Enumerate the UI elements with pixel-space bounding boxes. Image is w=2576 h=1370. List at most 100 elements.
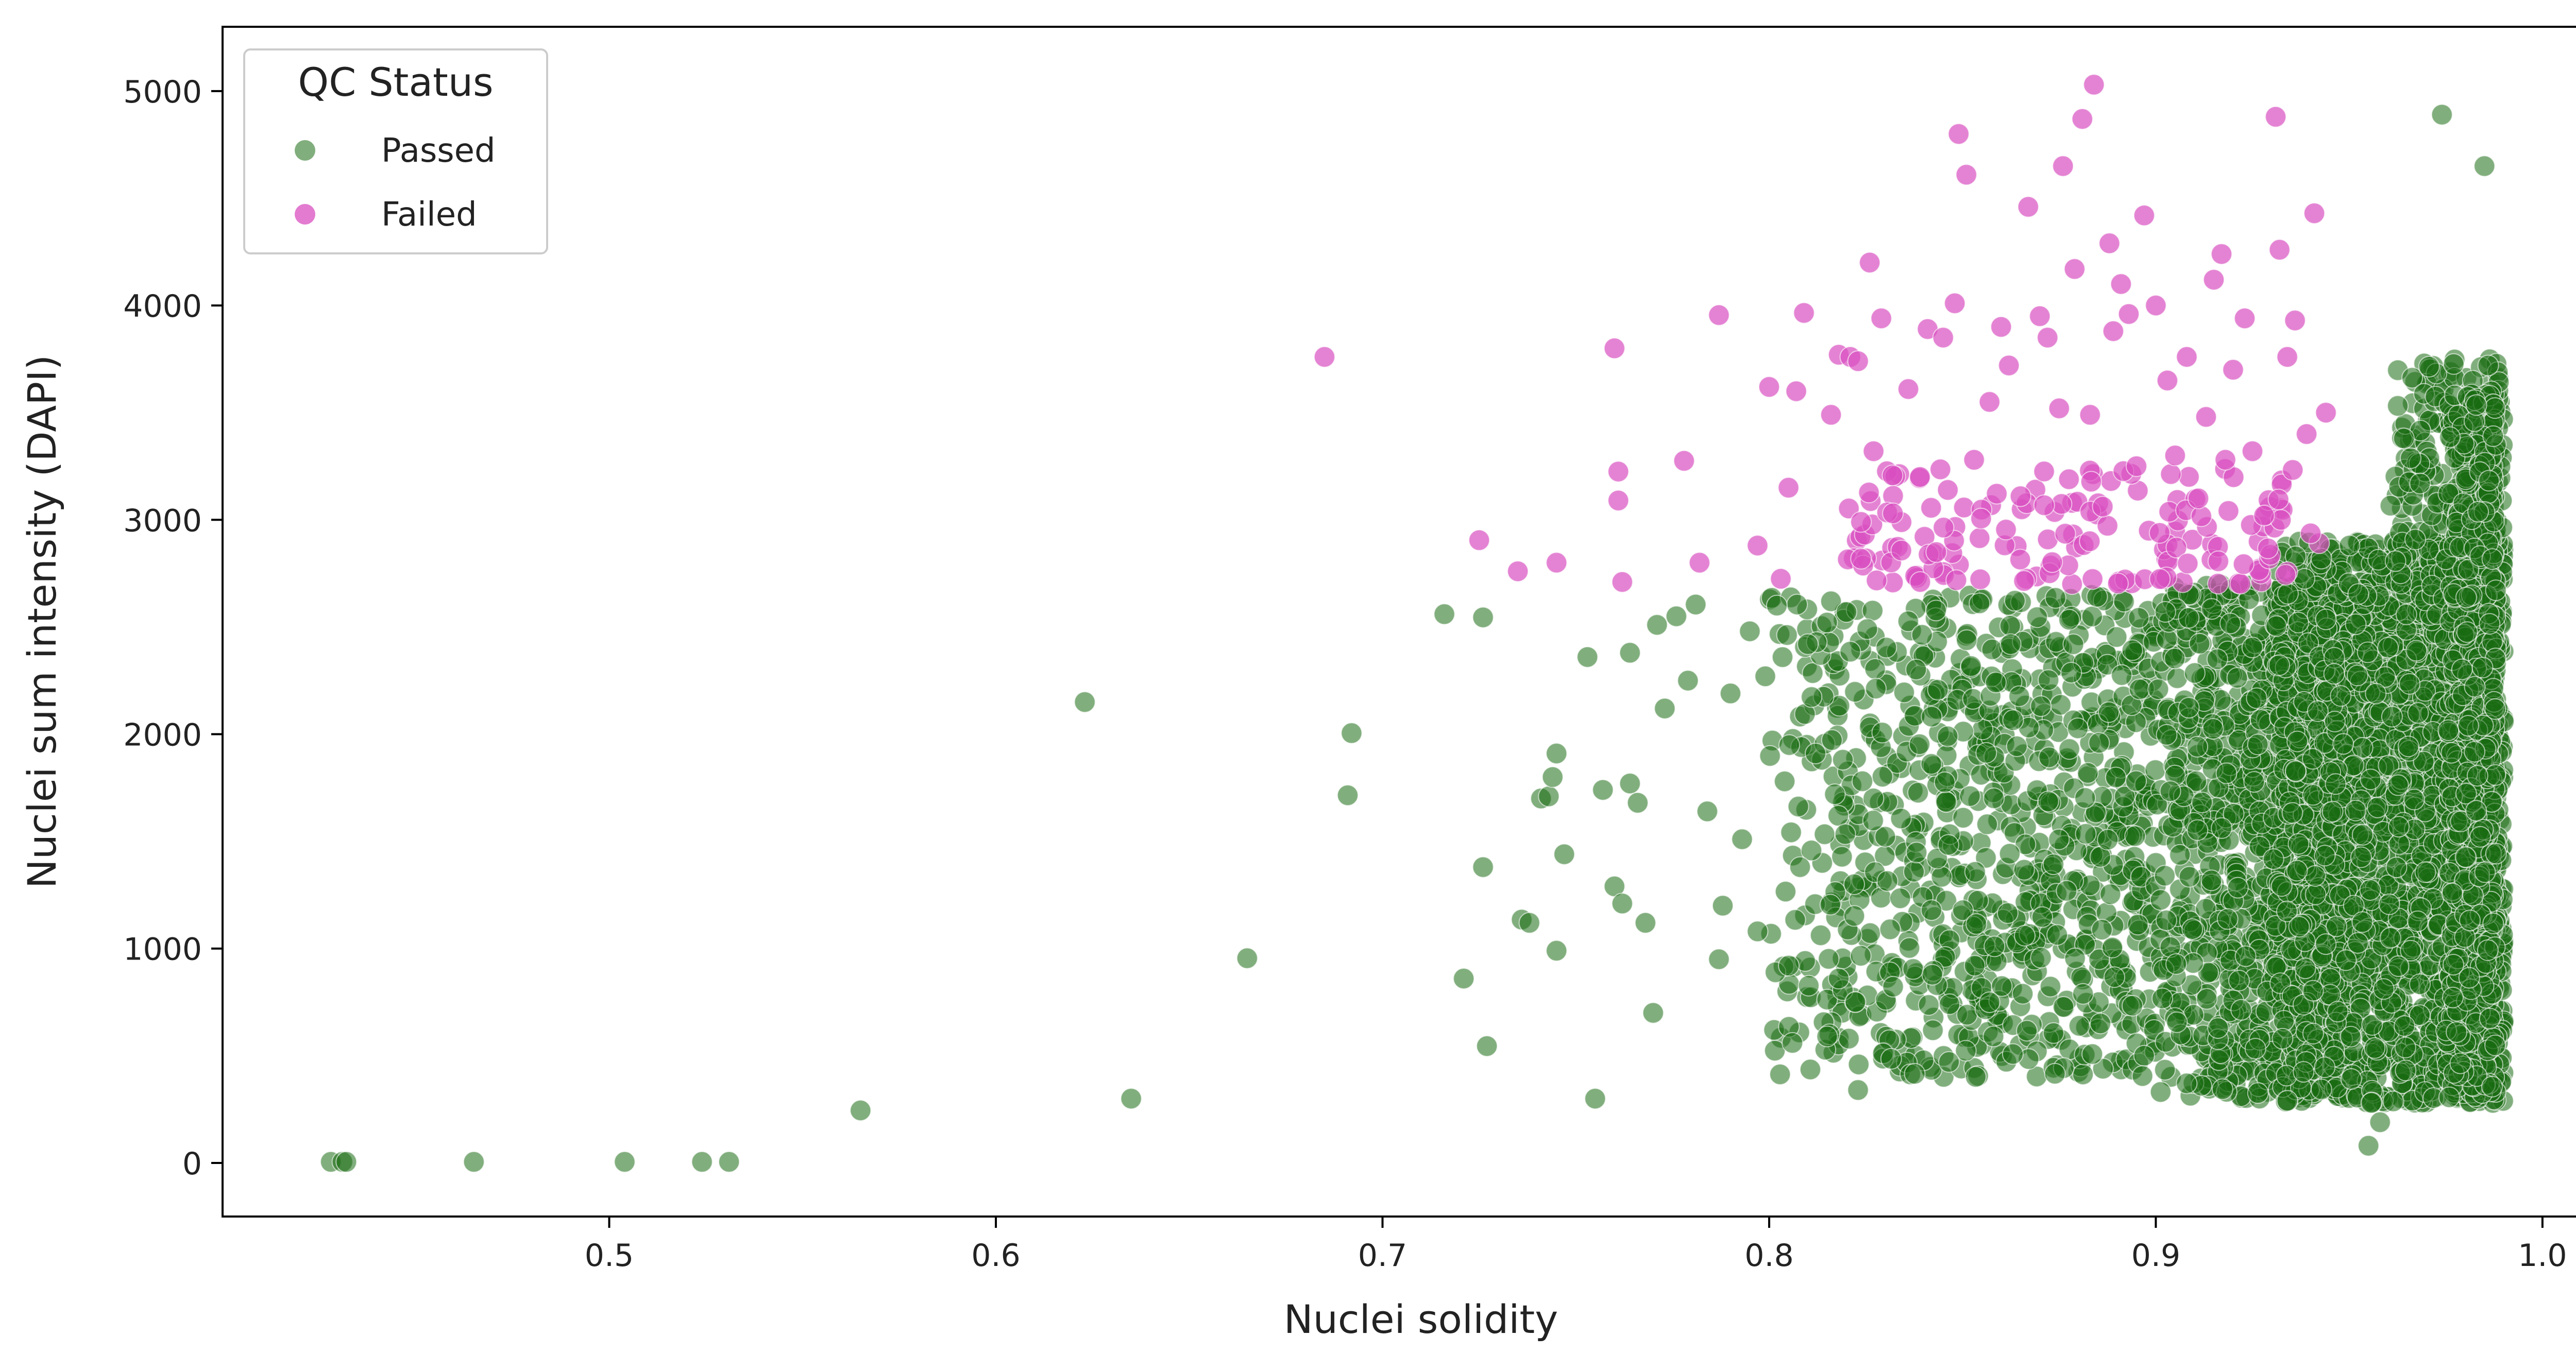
data-point-passed (2092, 1058, 2114, 1080)
data-point-passed (2302, 1022, 2324, 1044)
data-point-passed (2154, 865, 2176, 887)
data-point-passed (1821, 729, 1843, 751)
data-point-passed (2324, 711, 2346, 732)
data-point-passed (2314, 1056, 2336, 1078)
data-point-passed (1963, 955, 1986, 977)
data-point-passed (2227, 877, 2249, 899)
data-point-passed (1976, 813, 1998, 835)
data-point-passed (2310, 1078, 2332, 1101)
data-point-passed (2164, 647, 2186, 670)
data-point-passed (2002, 709, 2024, 731)
data-point-passed (1844, 991, 1867, 1013)
data-point-passed (2072, 983, 2094, 1005)
data-point-passed (2038, 746, 2060, 768)
data-point-passed (2176, 1072, 2198, 1094)
data-point-passed (2044, 1063, 2066, 1085)
data-point-passed (2293, 1061, 2315, 1083)
data-point-passed (1865, 678, 1887, 699)
data-point-passed (1844, 681, 1866, 703)
data-point-passed (2340, 1068, 2362, 1090)
data-point-passed (1801, 840, 1822, 862)
data-point-passed (2215, 762, 2238, 784)
data-point-passed (2144, 759, 2166, 781)
data-point-passed (2039, 975, 2061, 998)
data-point-passed (1848, 1053, 1870, 1075)
data-point-passed (1880, 1048, 1902, 1070)
data-point-passed (2405, 640, 2428, 662)
data-point-passed (1832, 749, 1854, 771)
data-point-passed (2046, 924, 2068, 946)
data-point-passed (2364, 1037, 2386, 1059)
data-point-passed (2379, 494, 2401, 517)
data-point-passed (2105, 766, 2127, 789)
data-point-passed (2226, 667, 2248, 689)
data-point-passed (1956, 1004, 1978, 1026)
data-point-passed (1934, 946, 1956, 968)
data-point-passed (1955, 1040, 1977, 1062)
data-point-passed (2387, 955, 2410, 977)
data-point-passed (2388, 816, 2410, 838)
data-point-passed (2048, 828, 2070, 850)
data-point-passed (1778, 954, 1800, 977)
data-point-passed (2133, 1044, 2155, 1067)
data-point-passed (2206, 648, 2228, 670)
data-point-passed (2113, 591, 2135, 613)
data-point-passed (2347, 932, 2369, 954)
data-point-passed (2166, 1011, 2188, 1033)
data-point-passed (2131, 1065, 2154, 1087)
data-point-passed (2351, 824, 2374, 846)
data-point-passed (2409, 973, 2431, 995)
data-point-passed (2335, 949, 2357, 971)
data-point-passed (2196, 988, 2218, 1010)
data-point-passed (2147, 678, 2170, 700)
data-point-passed (2014, 833, 2037, 855)
data-point-passed (2111, 664, 2133, 686)
data-point-passed (1904, 1063, 1926, 1085)
data-point-passed (1787, 796, 1809, 817)
data-point-passed (2394, 1015, 2416, 1037)
data-point-passed (2127, 914, 2149, 936)
data-point-passed (2400, 447, 2421, 469)
data-point-passed (1769, 1064, 1791, 1085)
data-point-passed (1905, 659, 1927, 680)
data-point-passed (1999, 633, 2022, 655)
data-point-passed (2106, 626, 2128, 648)
data-point-passed (2345, 613, 2367, 636)
data-point-passed (2124, 825, 2146, 847)
data-point-passed (2346, 664, 2368, 687)
data-point-passed (2053, 996, 2075, 1018)
data-point-passed (2288, 916, 2310, 938)
data-point-passed (2088, 732, 2110, 754)
data-point-passed (1818, 948, 1840, 970)
data-point-passed (2042, 853, 2064, 876)
data-point-passed (2149, 889, 2172, 911)
data-point-passed (2382, 1090, 2404, 1112)
data-point-passed (2395, 604, 2417, 625)
data-point-passed (1907, 782, 1929, 804)
data-point-passed (2330, 685, 2352, 707)
data-point-passed (1956, 629, 1978, 651)
data-point-passed (2338, 535, 2361, 557)
data-point-passed (2287, 833, 2310, 855)
data-point-passed (1834, 823, 1856, 845)
data-point-passed (1959, 785, 1981, 807)
data-point-passed (2038, 669, 2060, 691)
data-point-passed (1938, 1051, 1960, 1073)
data-point-passed (2367, 796, 2388, 818)
data-point-passed (2211, 817, 2233, 839)
data-point-passed (2200, 598, 2223, 620)
data-point-passed (1771, 646, 1793, 668)
data-point-passed (2200, 869, 2223, 892)
data-point-passed (2228, 969, 2250, 991)
data-point-passed (2187, 735, 2209, 758)
data-point-passed (2247, 733, 2269, 756)
data-point-passed (2247, 1082, 2269, 1104)
data-point-passed (2156, 724, 2178, 746)
data-point-passed (2403, 789, 2425, 811)
data-point-passed (2387, 774, 2409, 796)
data-point-passed (2379, 927, 2401, 949)
data-point-passed (1964, 1066, 1987, 1088)
data-point-passed (2302, 784, 2324, 806)
data-point-passed (2058, 738, 2080, 760)
